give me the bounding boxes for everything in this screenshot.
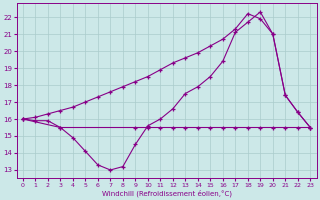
X-axis label: Windchill (Refroidissement éolien,°C): Windchill (Refroidissement éolien,°C): [101, 189, 232, 197]
